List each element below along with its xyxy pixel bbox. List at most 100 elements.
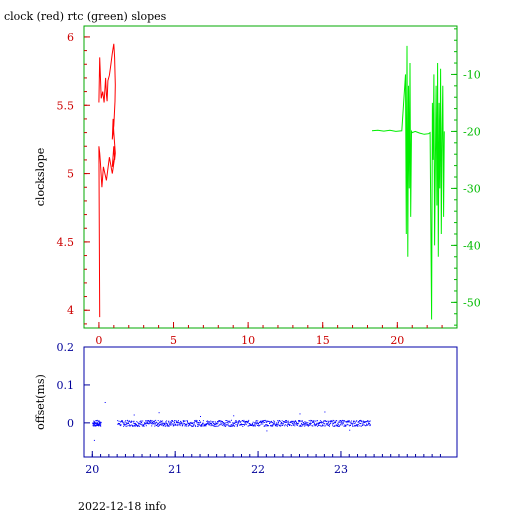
offset-point: [213, 423, 214, 425]
offset-point: [332, 425, 334, 427]
offset-point: [197, 425, 198, 427]
offset-point: [222, 422, 224, 424]
offset-point: [181, 422, 183, 424]
offset-point: [231, 425, 233, 427]
offset-point: [207, 423, 209, 425]
offset-point: [235, 420, 237, 422]
top-series-group: [98, 43, 445, 320]
offset-point: [231, 419, 232, 421]
offset-point: [125, 420, 127, 422]
offset-point: [211, 424, 213, 426]
offset-point: [238, 421, 240, 423]
offset-point: [327, 423, 329, 425]
offset-point: [282, 423, 284, 425]
offset-point: [195, 419, 197, 421]
offset-point: [337, 425, 339, 426]
offset-point: [169, 423, 171, 425]
offset-point: [296, 424, 298, 426]
offset-point: [237, 422, 239, 424]
offset-point: [328, 425, 330, 426]
offset-point: [368, 420, 370, 422]
offset-point: [312, 420, 314, 422]
offset-point: [100, 425, 102, 427]
offset-point: [151, 420, 153, 421]
offset-point: [192, 423, 193, 425]
offset-point: [163, 424, 165, 426]
offset-point: [218, 425, 220, 427]
bottom-y-tick-label: 0.2: [57, 341, 75, 354]
offset-point: [317, 424, 319, 426]
offset-point: [133, 420, 135, 422]
offset-point: [167, 423, 169, 425]
offset-point: [225, 420, 227, 421]
offset-point: [224, 422, 226, 424]
offset-point: [227, 421, 229, 423]
offset-point: [355, 425, 357, 427]
offset-point: [150, 422, 152, 423]
offset-point: [96, 424, 98, 426]
offset-point: [95, 424, 97, 426]
offset-point: [316, 420, 318, 421]
offset-point: [97, 423, 99, 425]
offset-point: [199, 420, 200, 422]
offset-point: [184, 423, 186, 425]
offset-point: [166, 424, 168, 426]
offset-point: [232, 422, 234, 424]
offset-point: [280, 423, 282, 425]
offset-point: [291, 420, 293, 422]
top-y2-tick-label: -40: [463, 239, 481, 252]
offset-point: [232, 425, 234, 427]
offset-point: [141, 425, 143, 427]
offset-point: [316, 422, 318, 424]
offset-point: [333, 420, 335, 422]
offset-point: [228, 420, 229, 422]
offset-point: [220, 421, 222, 423]
offset-outlier-point: [133, 414, 135, 416]
offset-point: [328, 425, 330, 427]
offset-point: [215, 421, 216, 423]
offset-point: [249, 423, 251, 425]
offset-point: [134, 422, 136, 424]
offset-point: [153, 423, 155, 425]
offset-point: [368, 423, 370, 425]
offset-point: [135, 423, 137, 425]
offset-point: [261, 420, 263, 422]
offset-point: [345, 424, 347, 426]
offset-point: [180, 421, 182, 423]
offset-point: [125, 425, 127, 427]
offset-point: [344, 421, 346, 423]
offset-point: [146, 420, 148, 422]
offset-point: [190, 422, 192, 424]
offset-point: [221, 424, 223, 426]
offset-point: [117, 420, 119, 422]
offset-point: [150, 419, 152, 421]
offset-point: [264, 422, 266, 423]
offset-point: [198, 424, 200, 426]
offset-point: [255, 425, 256, 427]
offset-point: [359, 420, 361, 422]
offset-point: [346, 421, 348, 423]
offset-point: [358, 421, 360, 422]
offset-point: [190, 421, 192, 423]
offset-point: [346, 423, 348, 425]
offset-point: [266, 425, 268, 427]
bottom-plot-frame: [83, 346, 458, 458]
offset-point: [258, 423, 259, 424]
offset-point: [143, 425, 145, 427]
offset-point: [301, 424, 303, 426]
offset-point: [281, 422, 283, 423]
offset-point: [224, 425, 226, 427]
offset-point: [294, 422, 295, 424]
offset-point: [156, 422, 158, 424]
offset-point: [272, 423, 274, 425]
offset-point: [194, 420, 196, 422]
offset-point: [142, 425, 144, 427]
offset-point: [205, 425, 207, 427]
offset-point: [322, 424, 324, 426]
offset-point: [166, 420, 168, 422]
offset-point: [281, 423, 283, 425]
offset-point: [327, 420, 329, 422]
offset-point: [368, 423, 369, 425]
offset-point: [291, 425, 293, 427]
offset-point: [131, 420, 133, 422]
